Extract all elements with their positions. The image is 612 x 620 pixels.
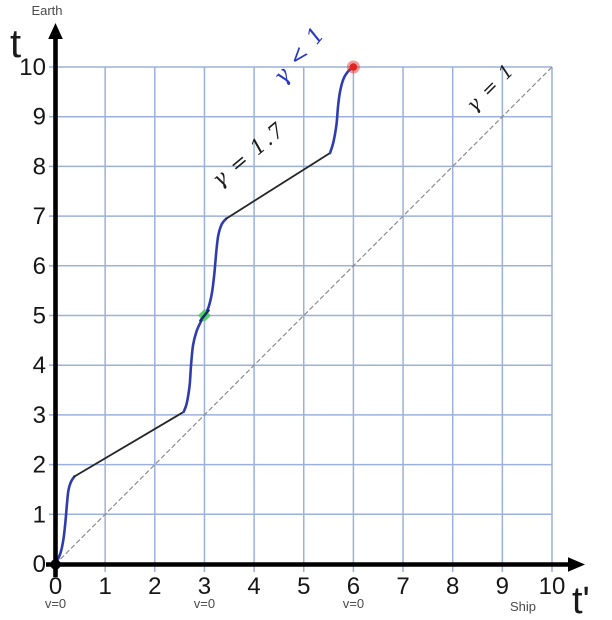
reference-diagonal-gamma-1 <box>54 66 553 565</box>
worldline-decel-arrival <box>328 65 355 155</box>
x-tick-label: 3 <box>198 573 211 600</box>
x-axis-arrow-icon <box>568 557 585 572</box>
y-tick-label: 9 <box>33 104 46 131</box>
x-tick-label: 10 <box>539 573 566 600</box>
y-tick-label: 0 <box>33 551 46 578</box>
v0-label: v=0 <box>45 596 66 611</box>
y-tick-label: 10 <box>19 54 46 81</box>
x-tick-label: 7 <box>396 573 409 600</box>
y-tick-label: 3 <box>33 402 46 429</box>
x-tick-label: 0 <box>49 573 62 600</box>
y-tick-label: 5 <box>33 303 46 330</box>
x-tick-label: 9 <box>496 573 509 600</box>
grid-lines <box>55 66 553 564</box>
gamma-coast-label: γ = 1.7 <box>207 117 289 192</box>
y-axis-arrow-icon <box>48 23 63 39</box>
worldline-accel-leg-1 <box>54 475 76 566</box>
y-tick-label: 4 <box>33 352 46 379</box>
t-prime-axis-label: t' <box>572 580 590 620</box>
turnaround-marker-line <box>199 309 210 322</box>
ship-label: Ship <box>510 599 536 614</box>
x-tick-label: 6 <box>347 573 360 600</box>
x-tick-label: 4 <box>247 573 260 600</box>
y-tick-label: 7 <box>33 203 46 230</box>
v0-label: v=0 <box>194 596 215 611</box>
y-tick-label: 8 <box>33 153 46 180</box>
worldline-coast-gamma-1.7-leg-1 <box>73 411 185 478</box>
data-markers <box>197 60 360 322</box>
earth-label: Earth <box>31 3 62 18</box>
y-tick-label: 1 <box>33 501 46 528</box>
x-tick-label: 2 <box>148 573 161 600</box>
x-tick-label: 1 <box>98 573 111 600</box>
y-tick-label: 2 <box>33 452 46 479</box>
v0-label: v=0 <box>343 596 364 611</box>
x-tick-label: 8 <box>446 573 459 600</box>
gamma-blue-note: γ < 1 <box>269 22 331 89</box>
y-tick-label: 6 <box>33 253 46 280</box>
v0-labels: v=0 v=0 v=0 <box>45 596 364 611</box>
worldline-coast-gamma-1.7-leg-2 <box>225 152 331 220</box>
arrival-marker-dot <box>349 63 358 71</box>
x-tick-label: 5 <box>297 573 310 600</box>
tick-labels: 0 1 2 3 4 5 6 7 8 9 10 0 1 2 3 4 5 6 7 8 9 10 <box>19 54 565 600</box>
t-axis-label: t <box>10 22 21 66</box>
origin-dot <box>50 559 61 570</box>
